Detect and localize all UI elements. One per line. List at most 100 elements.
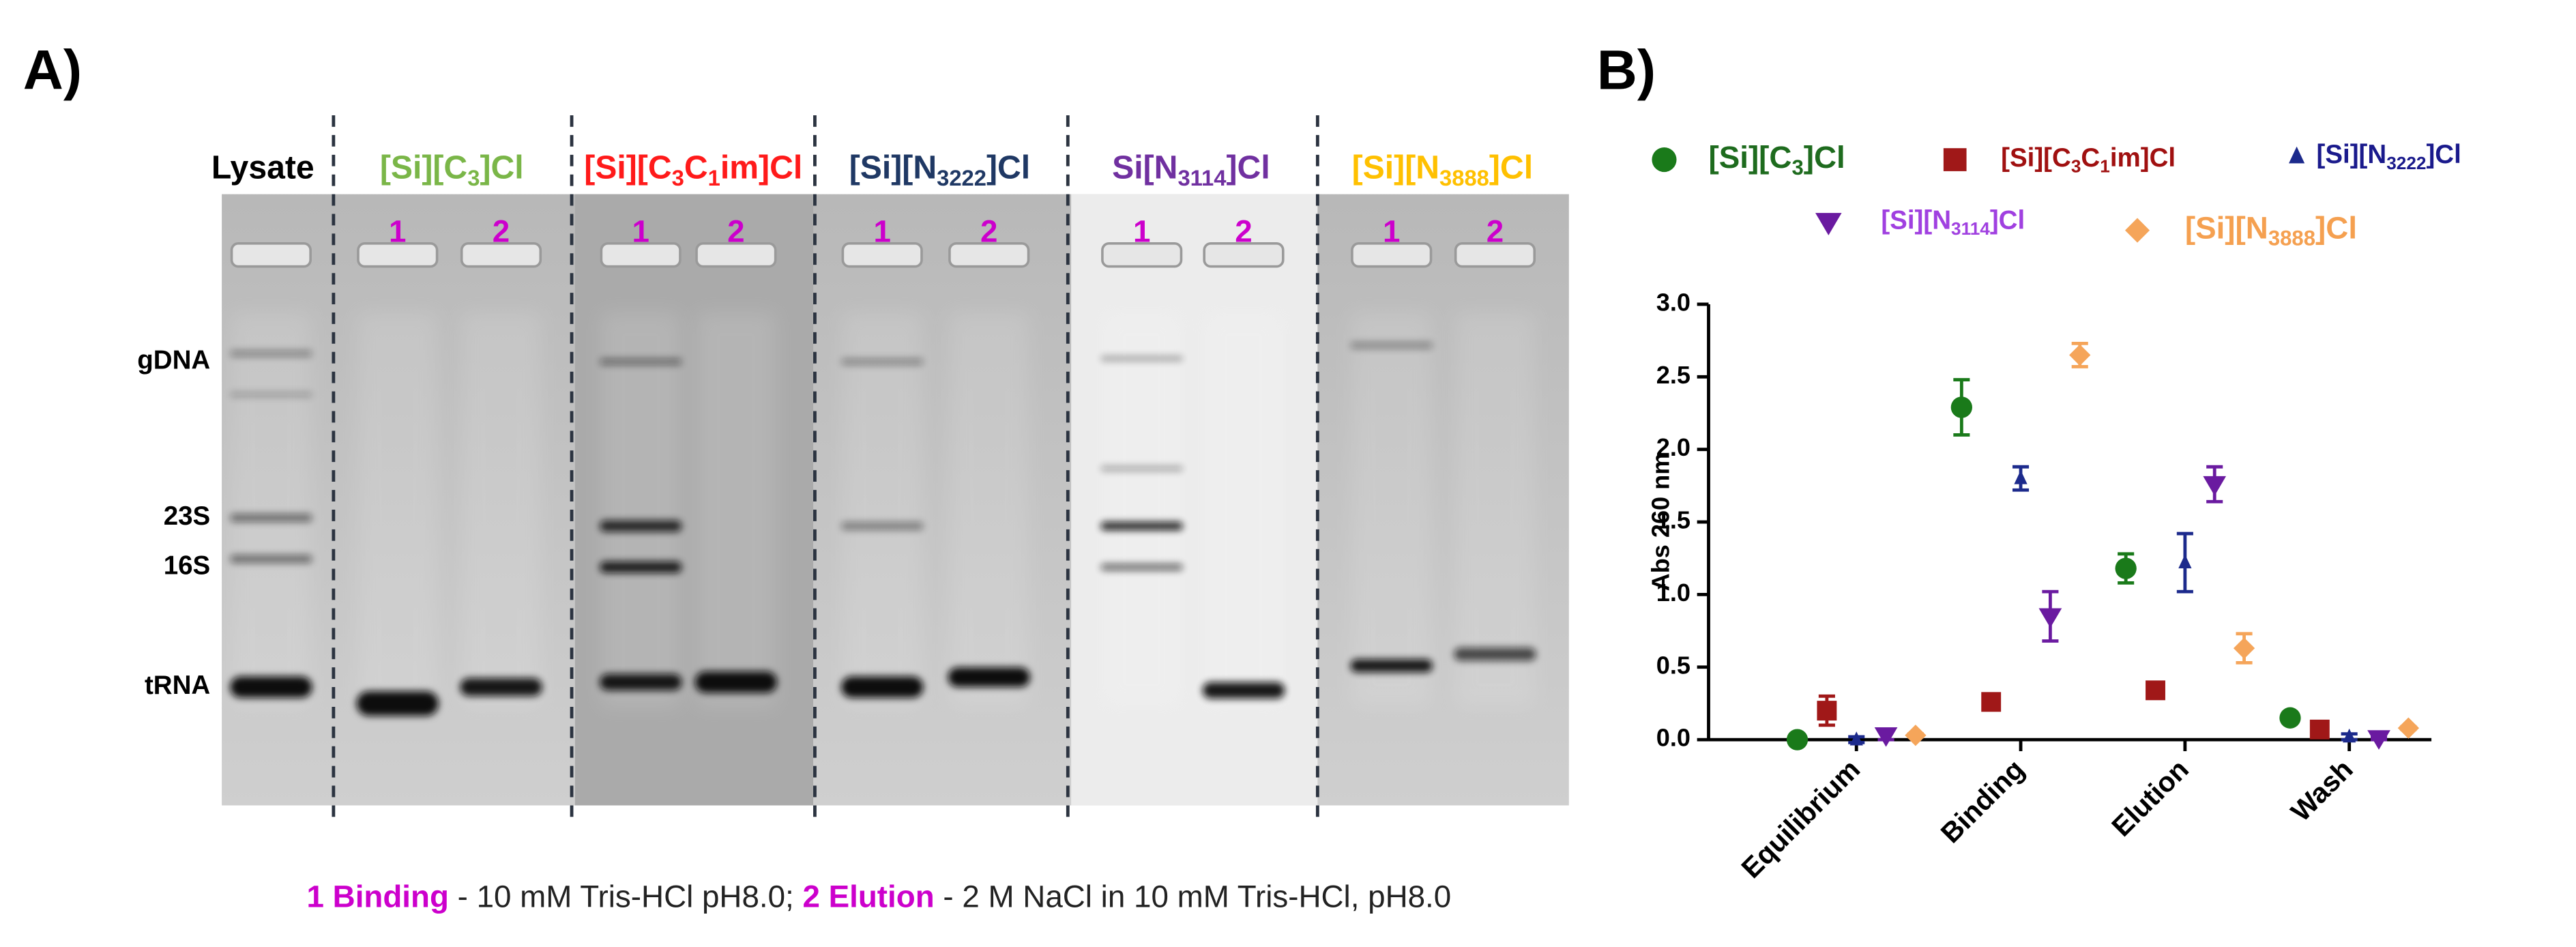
y-axis-label: Abs 260 nm <box>1647 453 1675 592</box>
lane-number: 2 <box>727 214 744 248</box>
lane-label: Lysate <box>211 149 314 186</box>
gel-smear <box>697 312 776 707</box>
point <box>2343 728 2356 743</box>
lane-number: 2 <box>493 214 510 248</box>
lane-number: 1 <box>873 214 890 248</box>
gel-band <box>230 350 312 358</box>
panel-label: B) <box>1597 39 1656 101</box>
gel-band <box>599 520 682 532</box>
point <box>1817 701 1837 721</box>
caption: 1 Binding - 10 mM Tris-HCl pH8.0; 2 Elut… <box>307 879 1452 914</box>
lane-number: 1 <box>632 214 649 248</box>
legend-label: [Si][N3222]Cl <box>2317 140 2461 173</box>
gel-well <box>357 242 439 268</box>
gel-well <box>841 242 923 268</box>
gel-band <box>1202 682 1285 699</box>
gel-smear <box>949 312 1029 707</box>
gel-well <box>1351 242 1433 268</box>
band-label: 16S <box>164 551 211 580</box>
band-label: tRNA <box>145 671 210 700</box>
gel-well <box>948 242 1030 268</box>
gel-band <box>1100 522 1183 531</box>
band-label: 23S <box>164 501 211 531</box>
point <box>2146 680 2165 701</box>
point <box>1905 725 1927 746</box>
gel-smear <box>843 312 922 707</box>
legend-label: [Si][N3114]Cl <box>1881 206 2025 239</box>
lane-number: 1 <box>389 214 406 248</box>
gel-band <box>840 676 924 698</box>
point <box>1950 396 1972 418</box>
gel-band <box>599 358 682 366</box>
point <box>2038 608 2062 628</box>
legend-swatch <box>2124 218 2150 243</box>
point <box>2367 730 2390 750</box>
x-tick-label: Elution <box>2105 753 2195 843</box>
gel-band <box>230 555 312 564</box>
gel-band <box>1100 355 1183 362</box>
y-tick-label: 2.0 <box>1656 433 1690 461</box>
x-tick-label: Equilibrium <box>1736 753 1867 884</box>
gel-band <box>599 673 682 690</box>
point <box>2014 470 2028 484</box>
caption-part: - 10 mM Tris-HCl pH8.0; <box>449 879 803 914</box>
lane-number: 1 <box>1383 214 1400 248</box>
legend-label: [Si][N3888]Cl <box>2185 211 2357 250</box>
gel-band <box>599 561 682 573</box>
gel-well <box>1101 242 1183 268</box>
caption-part: 1 Binding <box>307 879 449 914</box>
gel-smear <box>231 312 311 707</box>
gel-band <box>230 392 312 398</box>
gel-well <box>1454 242 1536 268</box>
lane-label: [Si][C3]Cl <box>380 149 524 190</box>
y-tick-label: 1.5 <box>1656 506 1690 534</box>
gel-smear <box>461 312 541 707</box>
gel-smear <box>1455 312 1535 707</box>
gel-band <box>948 667 1030 688</box>
gel-well <box>460 242 542 268</box>
point <box>2279 707 2301 729</box>
gel-band <box>694 671 778 693</box>
point <box>1874 727 1898 747</box>
x-tick-label: Wash <box>2285 753 2359 828</box>
gel-band <box>230 676 312 698</box>
lane-label: Si[N3114]Cl <box>1112 149 1270 190</box>
caption-part: 2 Elution <box>802 879 934 914</box>
legend-label: [Si][C3C1im]Cl <box>2001 143 2176 176</box>
lane-number: 1 <box>1133 214 1150 248</box>
gel-band <box>1454 647 1536 661</box>
gel-well <box>600 242 682 268</box>
gel-band <box>1350 659 1433 673</box>
lane-label: [Si][N3222]Cl <box>849 149 1030 190</box>
gel-band <box>460 678 542 697</box>
y-tick-label: 0.5 <box>1656 651 1690 679</box>
legend-swatch <box>2289 146 2305 164</box>
point <box>2115 557 2137 579</box>
gel-band <box>1100 466 1183 471</box>
point <box>2397 717 2420 739</box>
legend-label: [Si][C3]Cl <box>1708 140 1845 179</box>
gel-smear <box>357 312 437 707</box>
band-label: gDNA <box>137 345 210 375</box>
caption-part: - 2 M NaCl in 10 mM Tris-HCl, pH8.0 <box>935 879 1452 914</box>
panel-label: A) <box>23 39 82 101</box>
point <box>2203 476 2227 496</box>
gel-band <box>840 358 924 366</box>
point <box>1786 729 1809 751</box>
lane-number: 2 <box>1487 214 1504 248</box>
lane-label: [Si][C3C1im]Cl <box>584 149 802 190</box>
gel-well <box>230 242 312 268</box>
y-tick-label: 3.0 <box>1656 289 1690 317</box>
x-tick-label: Binding <box>1935 753 2030 849</box>
lane-number: 2 <box>1235 214 1252 248</box>
lane-label: [Si][N3888]Cl <box>1352 149 1533 190</box>
lane-number: 2 <box>980 214 997 248</box>
point <box>1981 692 2002 712</box>
point <box>1849 731 1863 746</box>
gel-well <box>695 242 777 268</box>
y-tick-label: 2.5 <box>1656 361 1690 389</box>
y-tick-label: 1.0 <box>1656 579 1690 607</box>
gel-band <box>230 514 312 523</box>
